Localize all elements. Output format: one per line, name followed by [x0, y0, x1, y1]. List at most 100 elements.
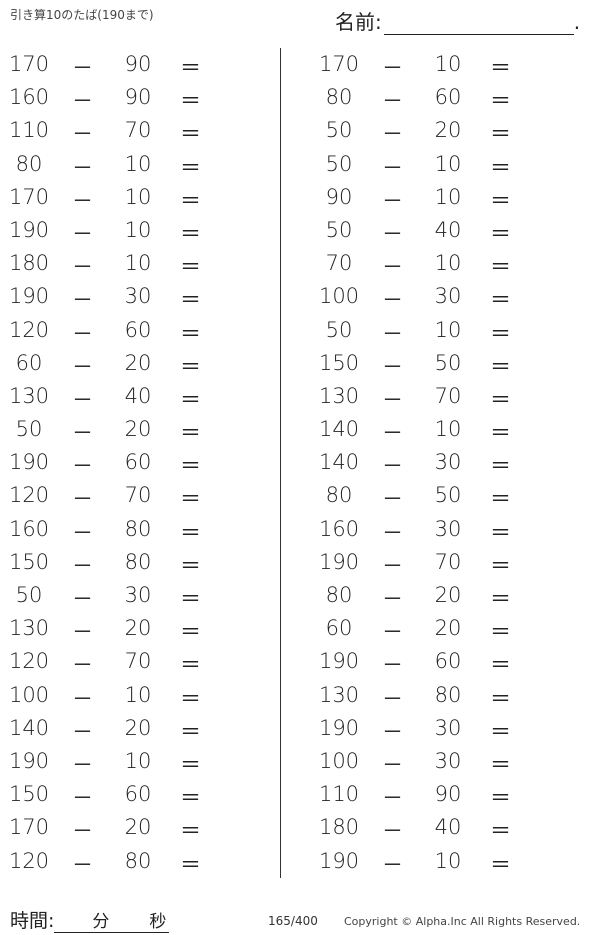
- minus-sign: －: [382, 752, 403, 777]
- subtrahend: 10: [124, 251, 152, 276]
- equals-sign: ＝: [490, 487, 511, 512]
- equals-sign: ＝: [490, 321, 511, 346]
- subtrahend: 30: [434, 450, 462, 475]
- minuend: 130: [318, 682, 360, 707]
- minuend: 130: [8, 383, 50, 408]
- equals-sign: ＝: [490, 421, 511, 446]
- minus-sign: －: [382, 122, 403, 147]
- minuend: 110: [8, 118, 50, 143]
- minuend: 120: [8, 649, 50, 674]
- minuend: 100: [8, 682, 50, 707]
- subtrahend: 90: [434, 782, 462, 807]
- equals-sign: ＝: [180, 553, 201, 578]
- minuend: 150: [318, 350, 360, 375]
- minus-sign: －: [382, 321, 403, 346]
- minus-sign: －: [72, 520, 93, 545]
- minus-sign: －: [382, 354, 403, 379]
- subtrahend: 60: [434, 649, 462, 674]
- subtrahend: 70: [124, 483, 152, 508]
- subtrahend: 30: [434, 715, 462, 740]
- equals-sign: ＝: [180, 387, 201, 412]
- equals-sign: ＝: [180, 819, 201, 844]
- minuend: 170: [318, 52, 360, 76]
- minuend: 190: [8, 748, 50, 773]
- equals-sign: ＝: [490, 819, 511, 844]
- equals-sign: ＝: [490, 686, 511, 711]
- subtrahend: 70: [124, 649, 152, 674]
- equals-sign: ＝: [490, 520, 511, 545]
- minuend: 50: [15, 583, 43, 607]
- equals-sign: ＝: [180, 155, 201, 180]
- time-label: 時間:: [10, 910, 55, 932]
- subtrahend: 10: [124, 184, 152, 209]
- equals-sign: ＝: [180, 454, 201, 479]
- minus-sign: －: [382, 454, 403, 479]
- subtrahend: 10: [434, 52, 462, 76]
- subtrahend: 80: [434, 682, 462, 707]
- minus-sign: －: [72, 454, 93, 479]
- minus-sign: －: [72, 719, 93, 744]
- minuend: 80: [15, 151, 43, 176]
- subtrahend: 10: [124, 151, 152, 176]
- subtrahend: 10: [124, 217, 152, 242]
- minus-sign: －: [382, 587, 403, 611]
- subtrahend: 20: [124, 815, 152, 840]
- equals-sign: ＝: [490, 752, 511, 777]
- minuend: 140: [8, 715, 50, 740]
- time-blank[interactable]: 分秒: [54, 912, 170, 933]
- equals-sign: ＝: [180, 653, 201, 678]
- equals-sign: ＝: [180, 620, 201, 645]
- equals-sign: ＝: [180, 587, 201, 611]
- minuend: 120: [8, 848, 50, 873]
- minuend: 150: [8, 782, 50, 807]
- subtrahend: 20: [124, 350, 152, 375]
- minus-sign: －: [382, 786, 403, 811]
- minus-sign: －: [72, 387, 93, 412]
- minuend: 50: [325, 317, 353, 342]
- minuend: 50: [325, 118, 353, 143]
- minus-sign: －: [72, 487, 93, 512]
- column-divider: [280, 48, 281, 878]
- equals-sign: ＝: [180, 686, 201, 711]
- minus-sign: －: [72, 155, 93, 180]
- subtrahend: 30: [124, 284, 152, 309]
- subtrahend: 50: [434, 350, 462, 375]
- minuend: 170: [8, 815, 50, 840]
- minuend: 80: [325, 583, 353, 607]
- subtrahend: 30: [124, 583, 152, 607]
- subtrahend: 80: [124, 516, 152, 541]
- subtrahend: 10: [434, 251, 462, 276]
- minus-sign: －: [72, 786, 93, 811]
- name-blank[interactable]: [383, 16, 574, 35]
- equals-sign: ＝: [490, 587, 511, 611]
- equals-sign: ＝: [490, 122, 511, 147]
- minuend: 180: [318, 815, 360, 840]
- subtrahend: 80: [124, 848, 152, 873]
- minuend: 190: [8, 217, 50, 242]
- subtrahend: 10: [434, 151, 462, 176]
- equals-sign: ＝: [490, 155, 511, 180]
- minus-sign: －: [382, 819, 403, 844]
- subtrahend: 20: [434, 118, 462, 143]
- minus-sign: －: [382, 653, 403, 678]
- equals-sign: ＝: [490, 354, 511, 379]
- equals-sign: ＝: [180, 288, 201, 313]
- minus-sign: －: [382, 520, 403, 545]
- minuend: 190: [318, 649, 360, 674]
- minuend: 130: [8, 616, 50, 641]
- name-label: 名前:: [335, 10, 382, 34]
- minuend: 60: [325, 616, 353, 641]
- subtrahend: 40: [434, 217, 462, 242]
- minuend: 50: [325, 217, 353, 242]
- equals-sign: ＝: [490, 719, 511, 744]
- subtrahend: 60: [124, 317, 152, 342]
- minus-sign: －: [382, 56, 403, 80]
- minus-sign: －: [382, 288, 403, 313]
- minus-sign: －: [72, 620, 93, 645]
- minuend: 190: [318, 549, 360, 574]
- minuend: 150: [8, 549, 50, 574]
- subtrahend: 80: [124, 549, 152, 574]
- subtrahend: 90: [124, 52, 152, 76]
- equals-sign: ＝: [180, 719, 201, 744]
- minuend: 110: [318, 782, 360, 807]
